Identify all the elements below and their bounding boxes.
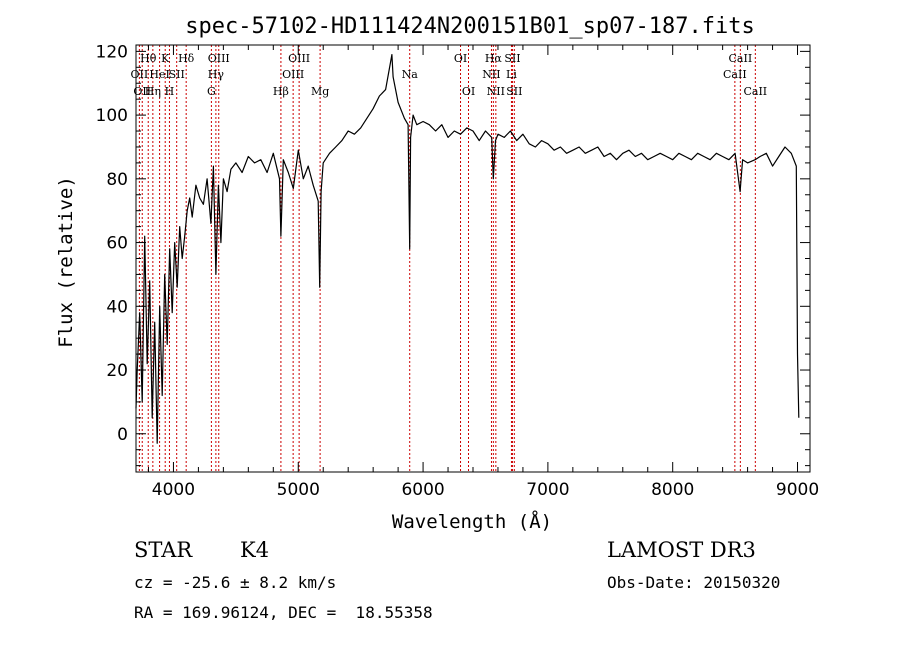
spectral-line-label: CaII xyxy=(729,52,753,65)
spectral-line-label: OII xyxy=(133,85,151,98)
spectral-line-label: SII xyxy=(169,68,185,81)
y-tick-label: 40 xyxy=(106,297,128,317)
spectral-line-label: Hβ xyxy=(273,85,289,98)
x-tick-label: 7000 xyxy=(526,480,569,500)
spectral-line-label: OII xyxy=(131,68,149,81)
chart-title: spec-57102-HD111424N200151B01_sp07-187.f… xyxy=(185,14,755,39)
spectral-line-label: Hθ xyxy=(140,52,157,65)
survey-name: LAMOST DR3 xyxy=(607,538,756,562)
spectral-line-labels: OII OII Hθ Hη HeI K H SII Hδ G Hγ OIII Hβ OIII OIII Mg N… xyxy=(131,52,768,98)
y-axis-label: Flux (relative) xyxy=(55,176,77,348)
spectral-line-label: NII xyxy=(482,68,500,81)
spectral-line-label: Hδ xyxy=(178,52,195,65)
axes: 4000 5000 6000 7000 8000 9000 0 20 40 60 80 100 120 xyxy=(96,42,820,500)
spectral-line-label: OIII xyxy=(282,68,304,81)
spectral-line-label: NII xyxy=(487,85,505,98)
spectral-line-label: H xyxy=(165,85,175,98)
x-tick-label: 6000 xyxy=(401,480,444,500)
spectral-line-label: Mg xyxy=(311,85,329,98)
spectral-line-label: K xyxy=(161,52,170,65)
spectral-line-label: Hα xyxy=(485,52,503,65)
plot-frame xyxy=(135,44,811,473)
spectral-line-label: OI xyxy=(462,85,475,98)
x-tick-label: 4000 xyxy=(152,480,195,500)
spectral-line-label: Na xyxy=(402,68,419,81)
spectral-line-label: HeI xyxy=(149,68,169,81)
spectral-line-label: SII xyxy=(504,52,520,65)
spectral-line-label: OIII xyxy=(288,52,310,65)
x-axis-label: Wavelength (Å) xyxy=(392,510,552,533)
coordinates: RA = 169.96124, DEC = 18.55358 xyxy=(134,603,433,622)
object-subclass: K4 xyxy=(240,538,270,562)
y-tick-label: 100 xyxy=(96,106,128,126)
x-tick-label: 8000 xyxy=(651,480,694,500)
redshift-text: cz = -25.6 ± 8.2 km/s xyxy=(134,573,337,592)
y-tick-label: 80 xyxy=(106,170,128,190)
y-tick-label: 120 xyxy=(96,42,128,62)
spectral-line-label: Hη xyxy=(145,85,161,98)
spectrum-series-line xyxy=(135,53,800,444)
spectral-line-label: OIII xyxy=(208,52,230,65)
observation-date: Obs-Date: 20150320 xyxy=(607,573,781,592)
y-tick-label: 0 xyxy=(117,425,128,445)
spectral-line-label: CaII xyxy=(723,68,747,81)
object-class: STAR xyxy=(134,538,193,562)
x-tick-label: 9000 xyxy=(776,480,819,500)
x-tick-label: 5000 xyxy=(277,480,320,500)
spectral-line-markers xyxy=(138,45,756,472)
spectral-line-label: Hγ xyxy=(208,68,225,81)
spectral-line-label: G xyxy=(207,85,216,98)
y-tick-label: 20 xyxy=(106,361,128,381)
spectral-line-label: CaII xyxy=(743,85,767,98)
y-tick-label: 60 xyxy=(106,234,128,254)
spectral-line-label: Li xyxy=(506,68,517,81)
spectral-line-label: SII xyxy=(506,85,522,98)
spectral-line-label: OI xyxy=(454,52,467,65)
